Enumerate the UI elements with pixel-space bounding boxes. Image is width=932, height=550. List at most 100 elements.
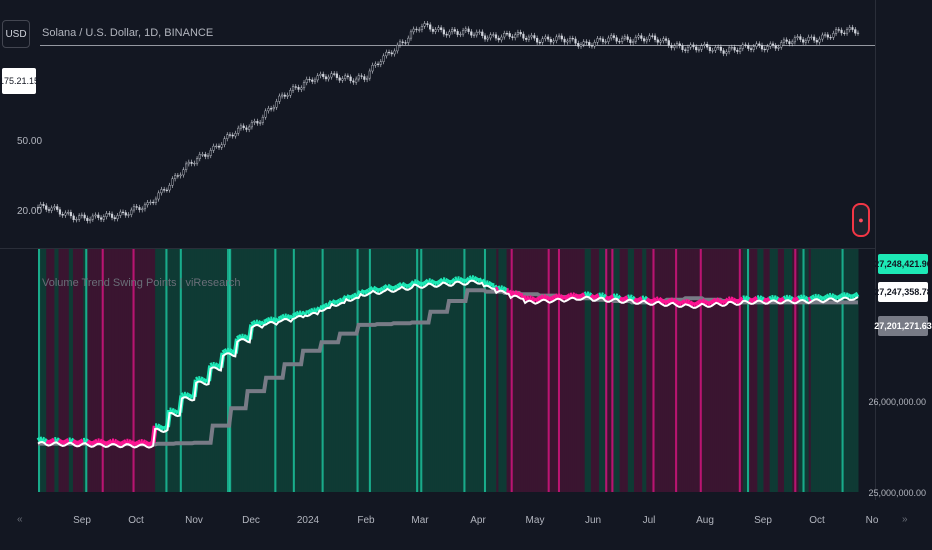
band-segment <box>751 297 757 303</box>
trend-band <box>742 249 746 492</box>
candle-body <box>574 38 577 44</box>
band-segment <box>189 394 193 400</box>
band-segment <box>529 296 535 302</box>
band-segment <box>557 293 561 299</box>
trend-band <box>642 249 645 492</box>
band-segment <box>536 296 541 303</box>
band-segment <box>834 295 839 301</box>
band-segment <box>281 313 286 320</box>
trend-band <box>266 249 269 492</box>
trend-band <box>845 249 849 492</box>
candle-body <box>78 215 81 220</box>
candle-body <box>89 219 92 222</box>
trend-band <box>479 249 483 492</box>
trend-band <box>185 249 189 492</box>
trend-band <box>611 249 614 492</box>
candle-body <box>204 154 207 157</box>
band-segment <box>123 439 128 445</box>
band-segment <box>815 293 820 300</box>
candle-body <box>409 31 413 39</box>
band-segment <box>277 316 282 322</box>
band-segment <box>264 318 270 324</box>
trend-band <box>101 249 105 492</box>
us-flag-icon[interactable]: ● <box>852 203 870 237</box>
band-segment <box>468 275 473 281</box>
candle-body <box>445 33 448 36</box>
price-tag: 175.21.15 <box>0 68 39 94</box>
band-segment <box>71 439 77 445</box>
trend-band <box>134 249 138 492</box>
trend-band <box>757 249 760 492</box>
candle-body <box>355 78 358 83</box>
trend-band <box>446 249 450 492</box>
candle-body <box>497 37 500 41</box>
band-segment <box>445 279 451 285</box>
candle-body <box>722 50 725 54</box>
trend-band <box>469 249 473 492</box>
trend-band <box>712 249 715 492</box>
band-segment <box>748 297 753 304</box>
trend-band <box>243 249 247 492</box>
candle-body <box>843 32 846 34</box>
trend-band <box>543 249 547 492</box>
band-segment <box>263 319 267 325</box>
trend-band <box>105 249 109 492</box>
candle-body <box>174 175 177 179</box>
trend-band <box>810 249 814 492</box>
trend-band <box>535 249 538 492</box>
price-tick-label: 50.00 <box>17 136 43 147</box>
band-segment <box>288 314 295 321</box>
candle-body <box>664 38 668 41</box>
trend-band <box>393 249 397 492</box>
candle-body <box>69 212 73 217</box>
candle-body <box>508 33 511 37</box>
candle-body <box>429 24 432 30</box>
trend-band <box>144 249 148 492</box>
candle-body <box>437 27 440 30</box>
trend-band <box>701 249 705 492</box>
band-segment <box>550 295 555 302</box>
indicator-title[interactable]: Volume Trend Swing Points | viResearch <box>42 277 241 289</box>
candle-body <box>259 122 262 124</box>
band-segment <box>651 298 656 304</box>
currency-button[interactable]: USD <box>2 20 30 48</box>
band-segment <box>271 316 276 323</box>
scroll-left-icon[interactable]: « <box>17 514 23 525</box>
trend-band <box>849 249 853 492</box>
scroll-right-icon[interactable]: » <box>902 514 908 525</box>
trend-band <box>775 249 779 492</box>
candle-body <box>344 75 347 79</box>
band-segment <box>336 298 342 305</box>
x-tick-label: May <box>525 515 545 526</box>
candle-body <box>242 125 245 129</box>
band-segment <box>42 438 48 444</box>
band-segment <box>335 299 339 306</box>
symbol-title[interactable]: Solana / U.S. Dollar, 1D, BINANCE <box>42 27 214 39</box>
trend-band <box>553 249 557 492</box>
candle-body <box>593 42 596 47</box>
candle-body <box>615 37 618 42</box>
candle-body <box>470 31 473 36</box>
band-segment <box>386 283 391 290</box>
candle-body <box>404 42 407 44</box>
candle-body <box>440 27 443 30</box>
trend-band <box>103 249 107 492</box>
candle-body <box>607 37 610 42</box>
trend-band <box>771 249 775 492</box>
band-segment <box>794 296 800 303</box>
band-segment <box>563 295 568 302</box>
band-segment <box>227 348 233 354</box>
candle-body <box>201 154 204 156</box>
candle-body <box>390 52 393 55</box>
trend-band <box>636 249 639 492</box>
trend-band <box>564 249 567 492</box>
trend-band <box>523 249 526 492</box>
trend-band <box>83 249 86 492</box>
band-segment <box>601 293 608 300</box>
trend-band <box>623 249 627 492</box>
band-segment <box>636 297 642 303</box>
candle-body <box>823 34 827 36</box>
candle-body <box>141 208 144 211</box>
band-segment <box>632 297 638 304</box>
